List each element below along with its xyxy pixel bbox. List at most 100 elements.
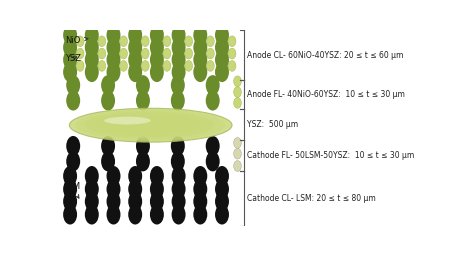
Ellipse shape — [193, 37, 207, 57]
Ellipse shape — [128, 62, 142, 82]
Ellipse shape — [163, 60, 171, 71]
Ellipse shape — [69, 108, 232, 142]
Ellipse shape — [101, 151, 115, 171]
Ellipse shape — [185, 48, 192, 59]
Ellipse shape — [141, 60, 149, 71]
Ellipse shape — [85, 204, 99, 225]
Ellipse shape — [234, 98, 241, 108]
Ellipse shape — [215, 166, 229, 186]
Ellipse shape — [107, 62, 120, 82]
Ellipse shape — [172, 37, 186, 57]
Ellipse shape — [234, 137, 241, 148]
Ellipse shape — [172, 25, 186, 45]
Ellipse shape — [234, 76, 241, 87]
Ellipse shape — [136, 75, 150, 95]
Ellipse shape — [163, 48, 171, 59]
Ellipse shape — [150, 179, 164, 199]
Ellipse shape — [215, 50, 229, 70]
Ellipse shape — [185, 36, 192, 47]
Text: NiO: NiO — [65, 36, 88, 45]
Text: YSZ:  500 μm: YSZ: 500 μm — [247, 120, 298, 129]
Ellipse shape — [150, 50, 164, 70]
Ellipse shape — [75, 109, 225, 141]
Ellipse shape — [150, 204, 164, 225]
Text: Cathode FL- 50LSM-50YSZ:  10 ≤ t ≤ 30 μm: Cathode FL- 50LSM-50YSZ: 10 ≤ t ≤ 30 μm — [247, 151, 414, 160]
Ellipse shape — [172, 50, 186, 70]
Ellipse shape — [128, 166, 142, 186]
Ellipse shape — [171, 136, 185, 156]
Ellipse shape — [63, 37, 77, 57]
Ellipse shape — [193, 166, 207, 186]
Ellipse shape — [107, 166, 120, 186]
Ellipse shape — [185, 60, 192, 71]
Ellipse shape — [66, 90, 80, 110]
Ellipse shape — [128, 204, 142, 225]
Ellipse shape — [128, 25, 142, 45]
Ellipse shape — [85, 192, 99, 211]
Ellipse shape — [171, 75, 185, 95]
Ellipse shape — [193, 25, 207, 45]
Ellipse shape — [215, 62, 229, 82]
Ellipse shape — [172, 204, 186, 225]
Ellipse shape — [136, 136, 150, 156]
Ellipse shape — [120, 60, 128, 71]
Ellipse shape — [171, 151, 185, 171]
Ellipse shape — [63, 166, 77, 186]
Ellipse shape — [107, 192, 120, 211]
Ellipse shape — [193, 204, 207, 225]
Ellipse shape — [107, 179, 120, 199]
Ellipse shape — [85, 37, 99, 57]
Ellipse shape — [150, 25, 164, 45]
Ellipse shape — [66, 136, 80, 156]
Ellipse shape — [207, 36, 214, 47]
Ellipse shape — [193, 50, 207, 70]
Ellipse shape — [150, 37, 164, 57]
Ellipse shape — [107, 37, 120, 57]
Ellipse shape — [128, 37, 142, 57]
Ellipse shape — [172, 62, 186, 82]
Ellipse shape — [215, 192, 229, 211]
Ellipse shape — [206, 75, 219, 95]
Ellipse shape — [172, 179, 186, 199]
Ellipse shape — [128, 192, 142, 211]
Ellipse shape — [107, 204, 120, 225]
Ellipse shape — [98, 48, 106, 59]
Ellipse shape — [76, 48, 84, 59]
Ellipse shape — [63, 192, 77, 211]
Ellipse shape — [85, 50, 99, 70]
Ellipse shape — [85, 179, 99, 199]
Ellipse shape — [128, 50, 142, 70]
Ellipse shape — [172, 166, 186, 186]
Ellipse shape — [141, 48, 149, 59]
Ellipse shape — [96, 113, 201, 135]
Ellipse shape — [63, 204, 77, 225]
Ellipse shape — [128, 179, 142, 199]
Ellipse shape — [63, 25, 77, 45]
Ellipse shape — [215, 204, 229, 225]
Ellipse shape — [120, 36, 128, 47]
Ellipse shape — [150, 192, 164, 211]
Ellipse shape — [207, 60, 214, 71]
Ellipse shape — [141, 36, 149, 47]
Ellipse shape — [110, 116, 184, 132]
Ellipse shape — [76, 60, 84, 71]
Text: Anode FL- 40NiO-60YSZ:  10 ≤ t ≤ 30 μm: Anode FL- 40NiO-60YSZ: 10 ≤ t ≤ 30 μm — [247, 90, 405, 99]
Ellipse shape — [63, 62, 77, 82]
Ellipse shape — [104, 117, 151, 124]
Ellipse shape — [85, 25, 99, 45]
Ellipse shape — [136, 90, 150, 110]
Ellipse shape — [228, 48, 236, 59]
Text: Cathode CL- LSM: 20 ≤ t ≤ 80 μm: Cathode CL- LSM: 20 ≤ t ≤ 80 μm — [247, 194, 375, 203]
Ellipse shape — [66, 75, 80, 95]
Ellipse shape — [193, 62, 207, 82]
Ellipse shape — [193, 179, 207, 199]
Ellipse shape — [206, 151, 219, 171]
Ellipse shape — [85, 166, 99, 186]
Ellipse shape — [84, 111, 215, 138]
Ellipse shape — [215, 179, 229, 199]
Text: YSZ: YSZ — [65, 54, 82, 62]
Ellipse shape — [85, 62, 99, 82]
Ellipse shape — [234, 87, 241, 98]
Ellipse shape — [101, 90, 115, 110]
Ellipse shape — [215, 37, 229, 57]
